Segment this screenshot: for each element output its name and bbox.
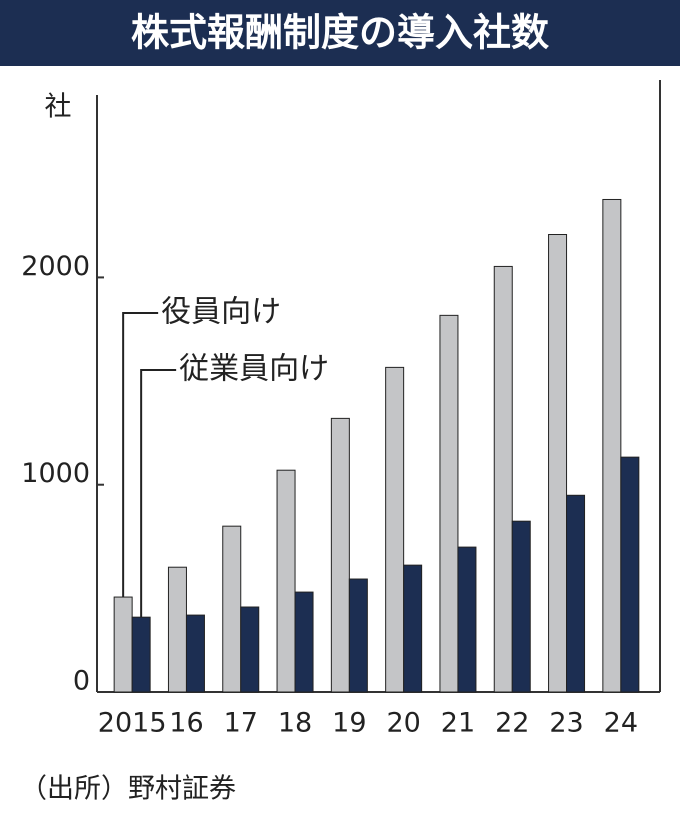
bar xyxy=(439,314,459,693)
bar xyxy=(548,234,568,693)
x-tick-label: 17 xyxy=(224,708,258,739)
bar xyxy=(566,494,586,693)
x-tick-label: 23 xyxy=(549,708,583,739)
bar xyxy=(385,366,405,693)
y-tick-label: 2000 xyxy=(21,251,90,282)
bar xyxy=(511,520,531,693)
x-tick-label: 22 xyxy=(495,708,529,739)
legend-label: 役員向け xyxy=(161,295,281,330)
bar xyxy=(348,578,368,693)
x-tick-label: 19 xyxy=(332,708,366,739)
bar xyxy=(457,546,477,693)
bar xyxy=(493,265,513,693)
y-tick-label: 0 xyxy=(73,666,90,697)
bar xyxy=(330,417,350,693)
source: （出所）野村証券 xyxy=(20,774,236,805)
bar xyxy=(113,596,133,693)
title-band xyxy=(0,0,680,66)
x-tick-label: 20 xyxy=(386,708,420,739)
bar xyxy=(222,525,242,693)
legend-label: 従業員向け xyxy=(179,352,329,387)
legend-leader xyxy=(140,369,177,618)
x-tick-label: 16 xyxy=(169,708,203,739)
bar xyxy=(185,614,205,693)
bar xyxy=(240,606,260,693)
bar xyxy=(276,469,296,693)
bar xyxy=(167,566,187,693)
bar xyxy=(403,564,423,693)
x-tick-label: 2015 xyxy=(98,708,167,739)
x-tick-label: 18 xyxy=(278,708,312,739)
bar xyxy=(131,616,151,693)
bar xyxy=(620,456,640,693)
y-axis-label: 社 xyxy=(45,92,72,123)
legend-leader xyxy=(122,312,159,598)
y-tick-label: 1000 xyxy=(21,458,90,489)
chart-title: 株式報酬制度の導入社数 xyxy=(131,11,549,55)
bar xyxy=(294,591,314,693)
bar xyxy=(602,198,622,693)
x-tick-label: 21 xyxy=(441,708,475,739)
x-tick-label: 24 xyxy=(604,708,638,739)
